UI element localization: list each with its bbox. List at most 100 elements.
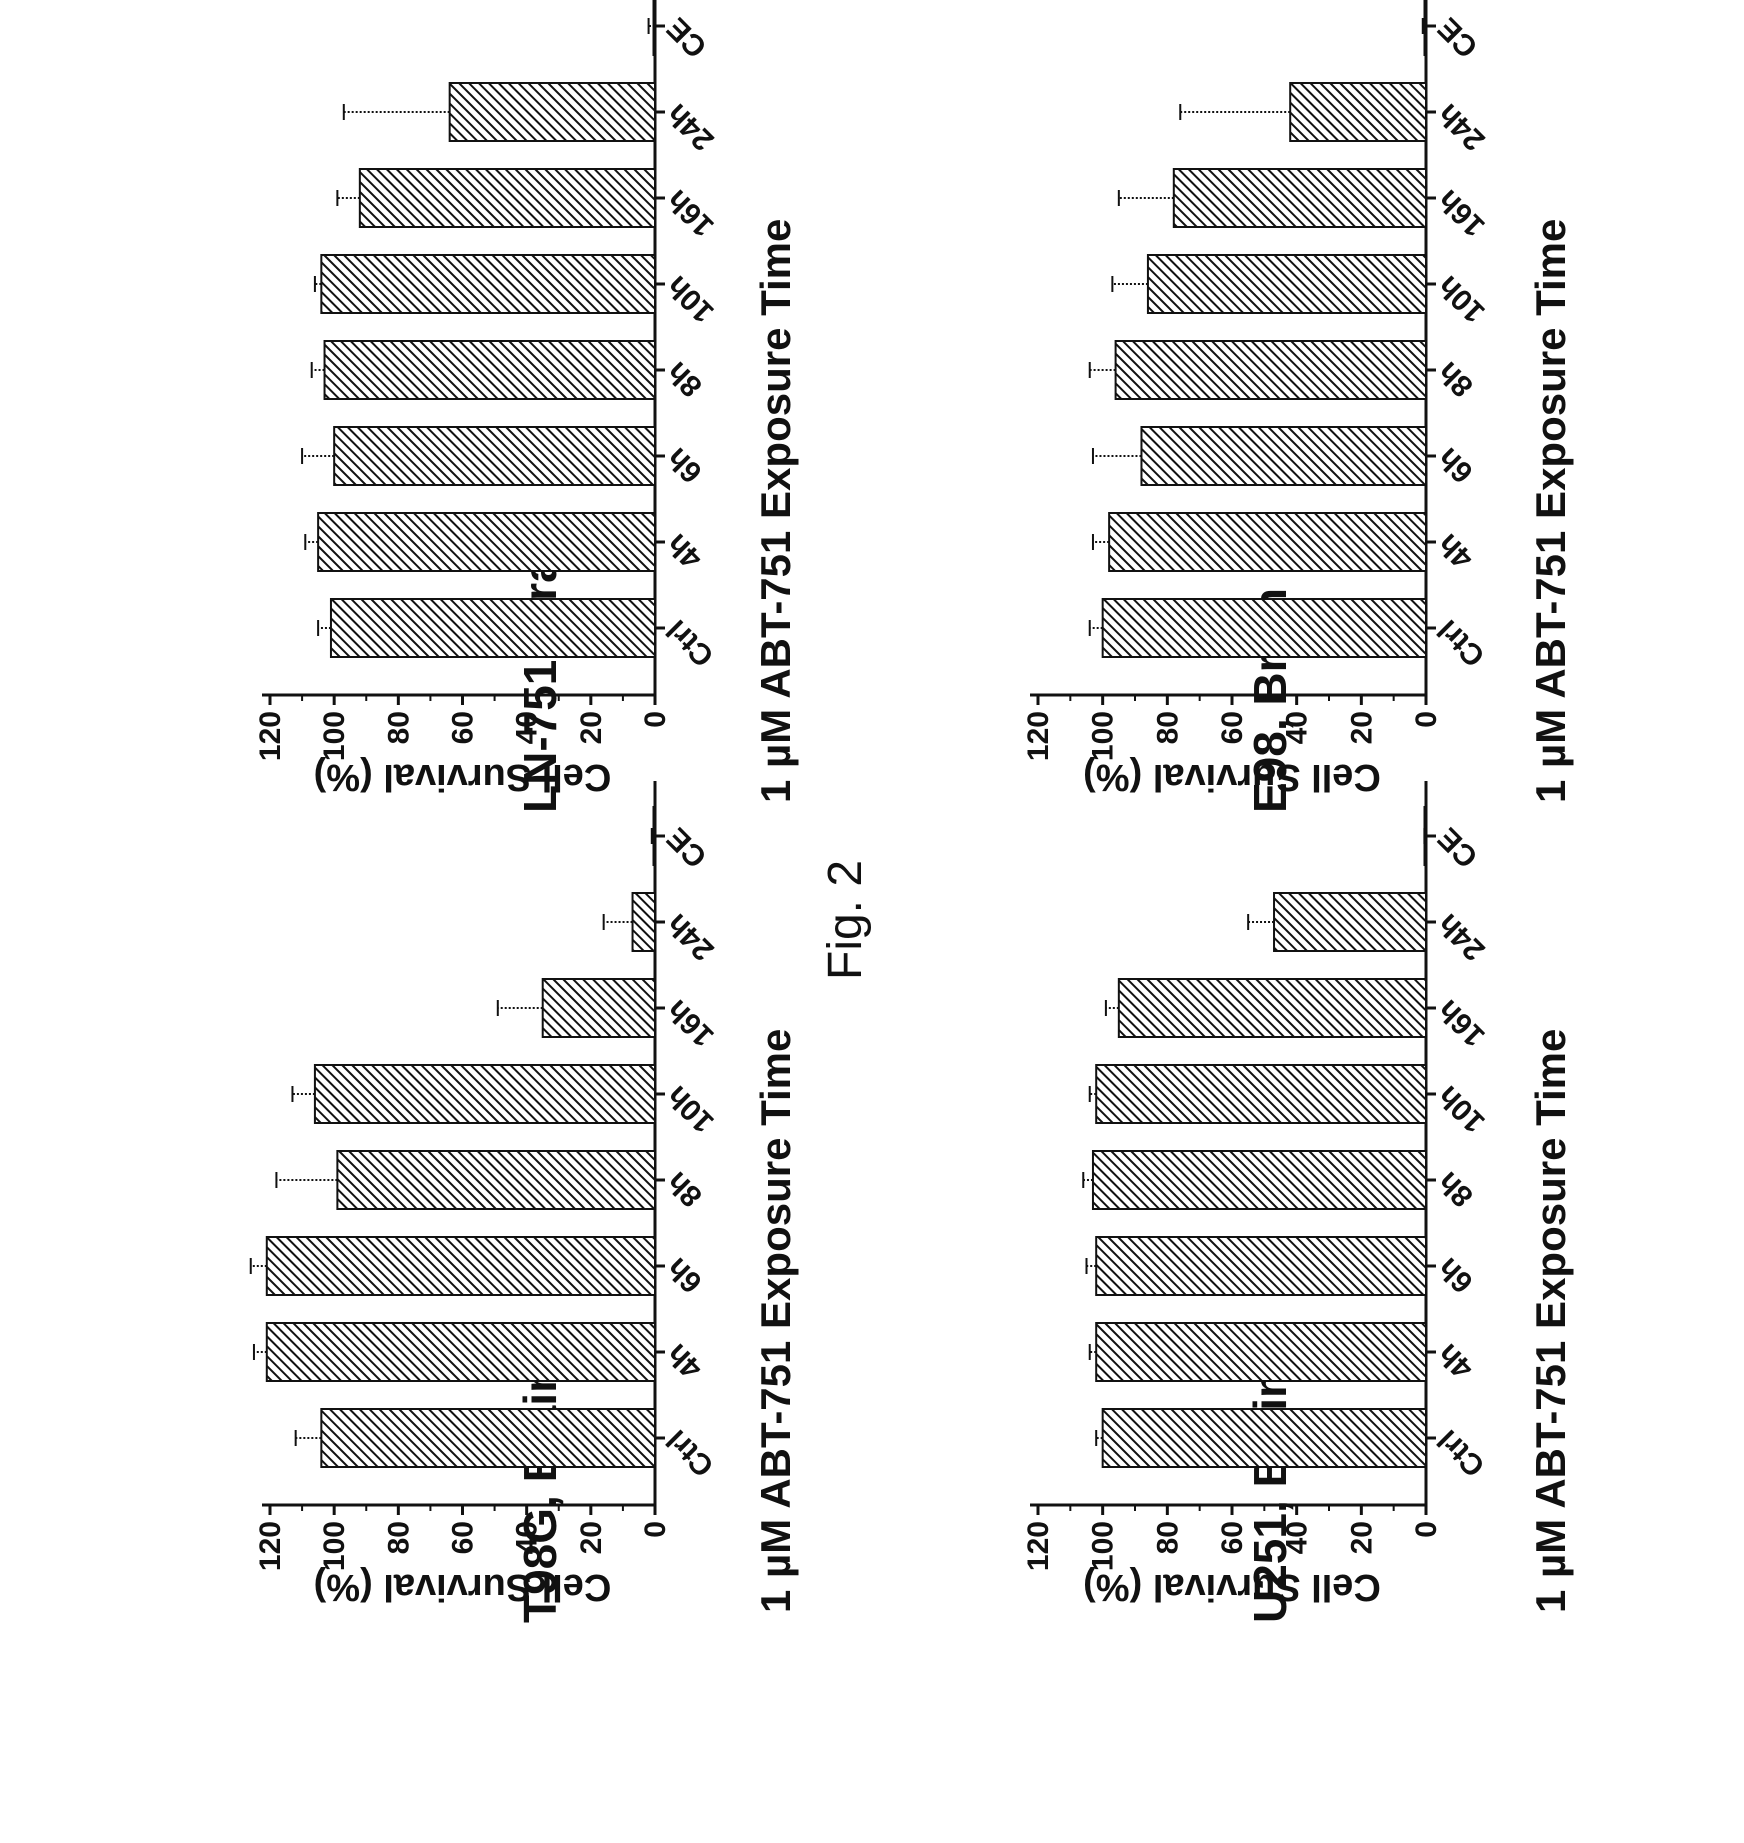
y-tick-label: 80 bbox=[1151, 711, 1184, 744]
x-tick-label: Ctrl bbox=[1432, 1423, 1492, 1483]
y-tick-label: 120 bbox=[254, 1521, 287, 1571]
x-tick-label: 16h bbox=[1432, 183, 1492, 243]
bar-10h bbox=[313, 1064, 656, 1124]
x-tick-label: 24h bbox=[661, 907, 721, 967]
bar-8h bbox=[336, 1150, 656, 1210]
bar-ctrl bbox=[1101, 598, 1427, 658]
x-tick-label: CE bbox=[1432, 821, 1485, 874]
bar-24h bbox=[631, 892, 657, 952]
x-tick-label: 10h bbox=[661, 1079, 721, 1139]
x-tick-label: 6h bbox=[661, 441, 709, 489]
y-tick-label: 100 bbox=[318, 711, 351, 761]
x-tick-label: 4h bbox=[661, 527, 709, 575]
x-tick-label: 4h bbox=[1432, 1337, 1480, 1385]
bar-6h bbox=[265, 1236, 656, 1296]
x-tick-label: 4h bbox=[661, 1337, 709, 1385]
bar-10h bbox=[320, 254, 656, 314]
x-tick-label: 8h bbox=[1432, 1165, 1480, 1213]
bar-24h bbox=[1289, 82, 1427, 142]
x-axis-title: 1 µM ABT-751 Exposure Time bbox=[1527, 219, 1574, 803]
y-tick-label: 80 bbox=[382, 711, 415, 744]
bar-4h bbox=[1108, 512, 1427, 572]
x-axis-title: 1 µM ABT-751 Exposure Time bbox=[752, 219, 799, 803]
y-tick-label: 100 bbox=[1087, 711, 1120, 761]
x-tick-label: 10h bbox=[1432, 269, 1492, 329]
y-tick-label: 20 bbox=[1345, 711, 1378, 744]
y-tick-label: 80 bbox=[382, 1521, 415, 1554]
bar-4h bbox=[317, 512, 656, 572]
x-tick-label: 24h bbox=[661, 97, 721, 157]
bar-8h bbox=[1114, 340, 1427, 400]
bar-ce bbox=[1423, 0, 1427, 56]
x-tick-label: 24h bbox=[1432, 97, 1492, 157]
y-tick-label: 120 bbox=[254, 711, 287, 761]
x-tick-label: CE bbox=[1432, 11, 1485, 64]
y-tick-label: 100 bbox=[1087, 1521, 1120, 1571]
x-tick-label: 8h bbox=[661, 355, 709, 403]
x-tick-label: Ctrl bbox=[661, 613, 721, 673]
bar-4h bbox=[265, 1322, 656, 1382]
y-axis-title: Cell Survival (%) bbox=[314, 756, 612, 798]
x-tick-label: 8h bbox=[661, 1165, 709, 1213]
x-tick-label: 4h bbox=[1432, 527, 1480, 575]
x-tick-label: 10h bbox=[661, 269, 721, 329]
bar-6h bbox=[1095, 1236, 1427, 1296]
x-tick-label: 16h bbox=[1432, 993, 1492, 1053]
x-tick-label: CE bbox=[661, 821, 714, 874]
bar-8h bbox=[1091, 1150, 1427, 1210]
y-tick-label: 0 bbox=[639, 1521, 672, 1538]
bar-10h bbox=[1095, 1064, 1427, 1124]
y-tick-label: 40 bbox=[1281, 711, 1314, 744]
bar-16h bbox=[1117, 978, 1428, 1038]
x-tick-label: CE bbox=[661, 11, 714, 64]
y-tick-label: 120 bbox=[1022, 711, 1055, 761]
x-tick-label: Ctrl bbox=[661, 1423, 721, 1483]
x-tick-label: 16h bbox=[661, 993, 721, 1053]
y-tick-label: 20 bbox=[575, 1521, 608, 1554]
y-axis-title: Cell Survival (%) bbox=[1083, 756, 1381, 798]
x-tick-label: 10h bbox=[1432, 1079, 1492, 1139]
x-tick-label: 6h bbox=[1432, 441, 1480, 489]
bar-ctrl bbox=[329, 598, 656, 658]
bar-10h bbox=[1146, 254, 1428, 314]
x-axis-title: 1 µM ABT-751 Exposure Time bbox=[1527, 1029, 1574, 1613]
bar-16h bbox=[358, 168, 656, 228]
y-tick-label: 60 bbox=[1216, 711, 1249, 744]
bar-6h bbox=[1140, 426, 1427, 486]
bar-16h bbox=[541, 978, 656, 1038]
chart-panel-3: T98G, Brain 0 20 40 60 80 100 120 Cell Survival … bbox=[249, 781, 799, 1623]
bar-ctrl bbox=[320, 1408, 656, 1468]
y-tick-label: 20 bbox=[1345, 1521, 1378, 1554]
y-tick-label: 0 bbox=[639, 711, 672, 728]
y-tick-label: 20 bbox=[575, 711, 608, 744]
y-tick-label: 100 bbox=[318, 1521, 351, 1571]
x-axis-title: 1 µM ABT-751 Exposure Time bbox=[752, 1029, 799, 1613]
y-tick-label: 0 bbox=[1410, 1521, 1443, 1538]
x-tick-label: 16h bbox=[661, 183, 721, 243]
y-tick-label: 40 bbox=[1281, 1521, 1314, 1554]
y-tick-label: 60 bbox=[1216, 1521, 1249, 1554]
x-tick-label: 24h bbox=[1432, 907, 1492, 967]
x-tick-label: 8h bbox=[1432, 355, 1480, 403]
y-axis-title: Cell Survival (%) bbox=[1083, 1566, 1381, 1608]
chart-title: T98G, Brain bbox=[514, 1365, 566, 1623]
bar-24h bbox=[448, 82, 656, 142]
y-axis-title: Cell Survival (%) bbox=[314, 1566, 612, 1608]
y-tick-label: 40 bbox=[511, 1521, 544, 1554]
x-tick-label: Ctrl bbox=[1432, 613, 1492, 673]
bar-6h bbox=[333, 426, 656, 486]
y-tick-label: 0 bbox=[1410, 711, 1443, 728]
y-tick-label: 60 bbox=[447, 1521, 480, 1554]
x-tick-label: 6h bbox=[1432, 1251, 1480, 1299]
y-tick-label: 120 bbox=[1022, 1521, 1055, 1571]
bar-8h bbox=[323, 340, 656, 400]
x-tick-label: 6h bbox=[661, 1251, 709, 1299]
y-tick-label: 40 bbox=[511, 711, 544, 744]
y-tick-label: 80 bbox=[1151, 1521, 1184, 1554]
